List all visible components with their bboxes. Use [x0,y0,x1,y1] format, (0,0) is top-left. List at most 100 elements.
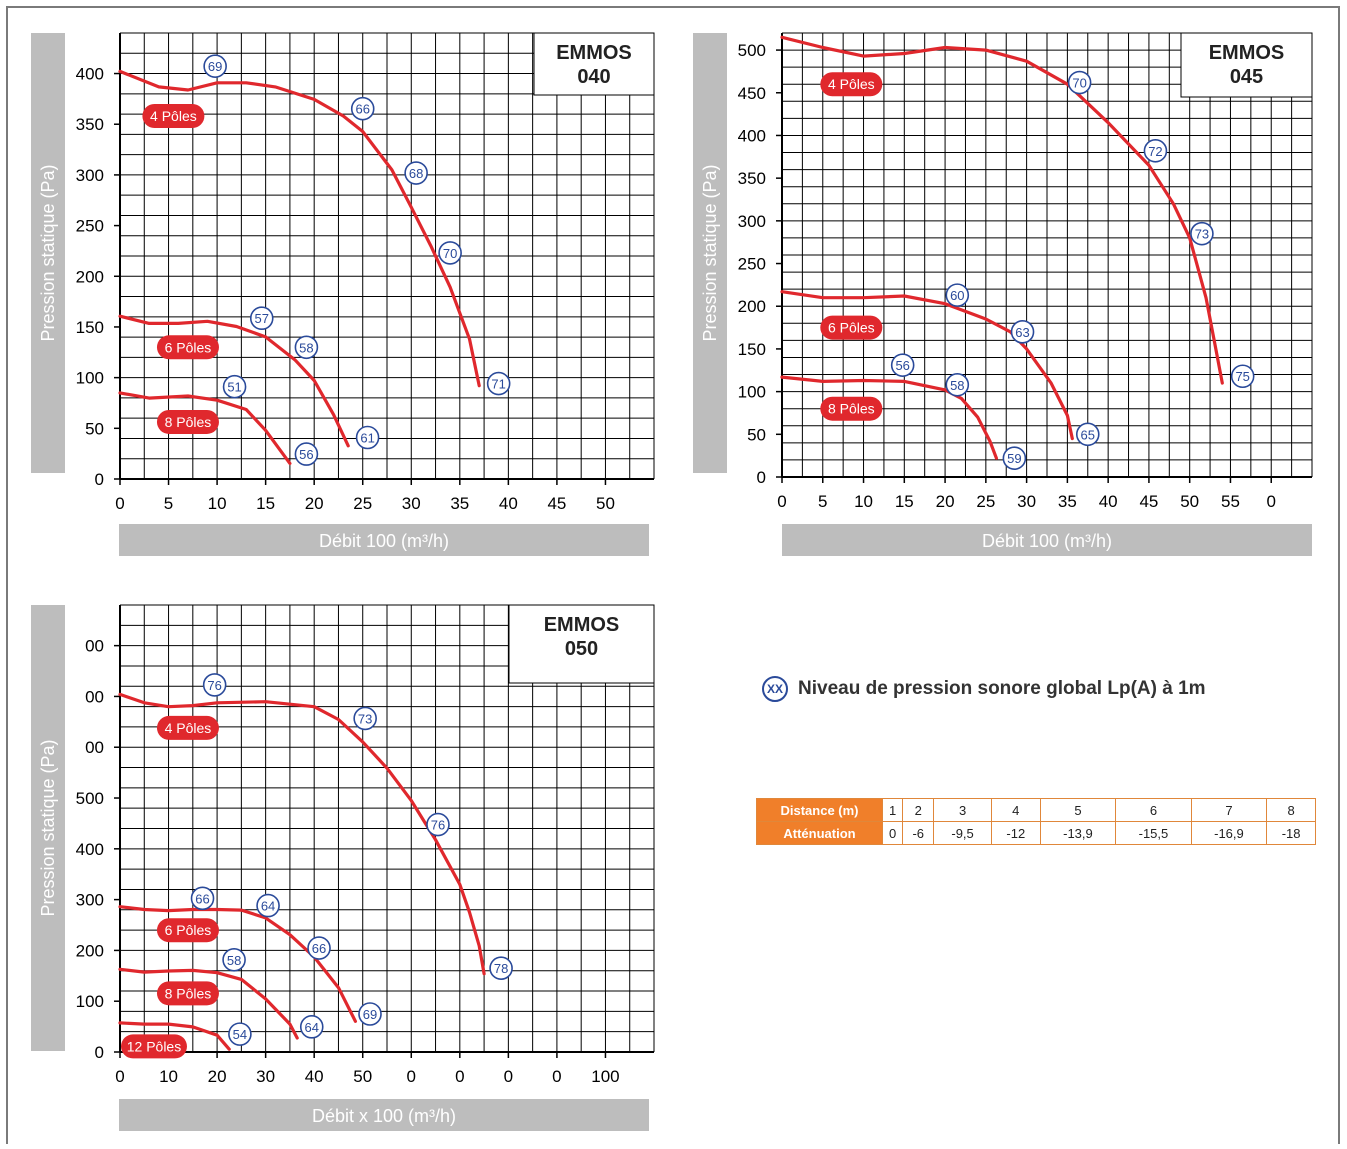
series-curve [780,290,1074,441]
sound-level-marker [358,1002,382,1026]
attenuation-cell: -15,5 [1115,821,1192,845]
sound-level-label: 73 [1195,227,1209,242]
x-axis-label: Débit 100 (m³/h) [319,531,449,551]
sound-level-marker [1067,70,1092,95]
y-tick-label: 200 [76,941,104,960]
sound-level-label: 72 [1148,144,1162,159]
sound-level-marker [202,673,227,697]
sound-level-label: 64 [305,1020,319,1035]
x-tick-label: 40 [499,494,518,513]
sound-level-marker [489,956,513,980]
sound-level-label: 78 [494,961,508,976]
x-tick-label: 100 [591,1067,619,1086]
sound-level-label: 68 [409,166,423,181]
sound-level-label: 57 [255,311,269,326]
pole-tag-label: 6 Pôles [165,339,212,355]
y-tick-label: 400 [76,840,104,859]
sound-level-marker [945,372,970,397]
sound-level-marker [1143,139,1168,163]
sound-level-legend: XX Niveau de pression sonore global Lp(A… [762,676,1206,702]
chart-title: EMMOS [544,614,620,636]
y-tick-label: 300 [76,166,104,185]
sound-level-label: 73 [358,711,372,726]
sound-level-label: 69 [363,1007,377,1022]
x-tick-label: 0 [407,1067,416,1086]
sound-level-label: 70 [1072,76,1086,91]
chart-title: EMMOS [1209,42,1285,64]
distance-cell: 8 [1266,798,1316,822]
x-tick-label: 50 [1180,492,1199,511]
series-curve [118,967,299,1040]
sound-level-marker [1002,446,1027,471]
sound-level-label: 66 [312,941,326,956]
sound-level-label: 56 [895,358,909,373]
pole-tag [820,72,883,97]
ylabel-band [31,605,65,1051]
x-tick-label: 35 [450,494,469,513]
ylabel-band [31,33,65,473]
x-tick-label: 0 [504,1067,513,1086]
pole-tag-label: 8 Pôles [828,401,875,417]
xlabel-band [119,524,649,556]
series-curve [780,375,998,460]
x-tick-label: 45 [1139,492,1158,511]
sound-level-label: 60 [950,288,964,303]
pole-tag [156,409,219,434]
y-tick-label: 250 [738,255,766,274]
sound-level-marker [294,335,319,360]
title-box [508,604,655,684]
sound-level-label: 61 [360,431,374,446]
attenuation-cell: -6 [902,821,935,845]
series-curve [118,1021,231,1051]
y-tick-label: 0 [757,468,766,487]
x-tick-label: 20 [936,492,955,511]
x-tick-label: 10 [854,492,873,511]
attenuation-cell: -12 [990,821,1041,845]
chart-title: 045 [1230,66,1263,88]
series-curve [780,35,1224,385]
y-tick-label: 100 [76,992,104,1011]
sound-level-marker [426,812,450,837]
y-tick-label: 100 [76,369,104,388]
distance-cell: 7 [1190,798,1268,822]
distance-cell: 6 [1115,798,1192,822]
x-tick-label: 5 [818,492,827,511]
sound-level-marker [294,442,319,466]
sound-level-marker [222,374,247,399]
distance-cell: 4 [990,798,1041,822]
sound-level-marker [307,936,331,960]
sound-level-label: 70 [443,246,457,261]
attenuation-cell: 0 [881,821,904,845]
pole-tag [142,103,205,128]
series-curve [118,692,486,976]
y-axis-label: Pression statique (Pa) [38,164,58,341]
sound-level-marker [299,1015,324,1039]
pole-tag-label: 4 Pôles [165,720,212,736]
sound-level-label: 66 [195,891,209,906]
y-tick-label: 350 [738,169,766,188]
sound-level-marker [1190,221,1214,246]
chart-title: 040 [577,66,610,88]
pole-tag-label: 8 Pôles [165,414,212,430]
y-tick-label: 0 [95,1043,104,1062]
sound-level-marker [190,886,215,911]
sound-level-label: 76 [431,818,445,833]
pole-tag [820,396,883,421]
sound-level-label: 58 [950,378,964,393]
title-box [1180,32,1313,98]
y-tick-label: 50 [747,425,766,444]
y-tick-label: 0 [95,470,104,489]
distance-cell: 3 [933,798,992,822]
sound-level-label: 59 [1007,451,1021,466]
sound-level-marker [353,706,377,731]
x-tick-label: 0 [1266,492,1275,511]
sound-marker-icon: XX [762,676,788,702]
x-axis-label: Débit x 100 (m³/h) [312,1106,456,1126]
chart-title: EMMOS [556,42,632,64]
x-tick-label: 30 [256,1067,275,1086]
x-tick-label: 40 [1099,492,1118,511]
sound-level-marker [1075,422,1100,447]
pole-tag-label: 4 Pôles [150,108,197,124]
series-curve [118,391,292,465]
